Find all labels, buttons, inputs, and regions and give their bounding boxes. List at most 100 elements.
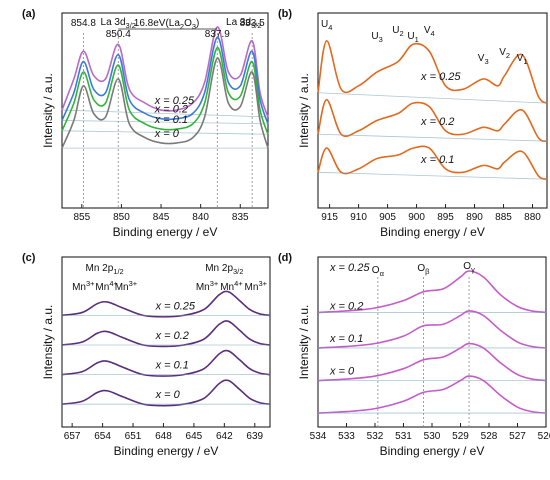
oxygen-species-label: Oα — [372, 265, 385, 278]
x-tick-label: 845 — [153, 212, 170, 223]
label-part: 3+ — [210, 279, 219, 288]
peak-label: 850.4 — [106, 29, 131, 40]
x-tick-label: 840 — [192, 212, 209, 223]
plot-frame — [317, 12, 548, 209]
series-line — [317, 375, 547, 414]
core-level-label: La 3d5/2 — [226, 17, 261, 30]
label-part: 3 — [192, 22, 196, 31]
x-tick-label: 850 — [113, 212, 130, 223]
x-tick-label: 529 — [452, 431, 469, 442]
component-label: U2 — [392, 25, 403, 38]
orbital-label: Mn 2p1/2 — [85, 263, 123, 276]
x-tick-label: 835 — [232, 212, 249, 223]
x-axis-label: Binding energy / eV — [113, 225, 218, 239]
panel-3: (c) 657 654 651 648 645 642 639 Binding energy /… — [22, 252, 271, 458]
series-line — [317, 270, 547, 314]
label-part: 2 — [506, 51, 510, 60]
label-part: Mn — [245, 282, 259, 293]
label-part: O — [184, 18, 192, 29]
label-part: V — [517, 53, 524, 64]
x-tick-label: 895 — [437, 212, 454, 223]
label-part: 2 — [400, 29, 404, 38]
label-part: Mn 2p — [205, 263, 233, 274]
series-label: x = 0.2 — [329, 300, 363, 312]
component-label: V4 — [424, 25, 435, 38]
x-tick-label: 651 — [125, 431, 142, 442]
label-part: Mn — [95, 282, 109, 293]
label-part: Mn — [196, 282, 210, 293]
label-part: α — [380, 269, 385, 278]
x-tick-label: 885 — [495, 212, 512, 223]
series-label: x = 0.1 — [155, 360, 189, 372]
series-label: x = 0.1 — [329, 333, 363, 345]
label-part: 3 — [484, 57, 488, 66]
orbital-label: Mn 2p3/2 — [205, 263, 243, 276]
x-tick-label: 534 — [310, 431, 327, 442]
x-axis-label: Binding energy / eV — [380, 444, 485, 458]
x-tick-label: 533 — [338, 431, 355, 442]
peak-label: 854.8 — [71, 18, 96, 29]
label-part: O — [463, 261, 471, 272]
label-part: 3+ — [129, 279, 138, 288]
label-part: V — [424, 25, 431, 36]
x-axis-label: Binding energy / eV — [380, 225, 485, 239]
x-tick-label: 910 — [350, 212, 367, 223]
x-tick-label: 530 — [424, 431, 441, 442]
series-label: x = 0 — [154, 128, 180, 140]
panel-label: (c) — [22, 252, 36, 264]
series-line — [61, 46, 269, 135]
label-part: 4+ — [109, 279, 118, 288]
y-axis-label: Intensity / a.u. — [297, 305, 311, 380]
series-label: x = 0.25 — [329, 262, 370, 274]
x-tick-label: 654 — [94, 431, 111, 442]
label-part: O — [372, 265, 380, 276]
component-label: V2 — [499, 47, 510, 60]
x-tick-label: 648 — [155, 431, 172, 442]
oxidation-state-label: Mn3+ — [72, 279, 95, 293]
label-part: Mn — [115, 282, 129, 293]
label-part: 3/2 — [233, 267, 243, 276]
x-tick-label: 528 — [481, 431, 498, 442]
x-tick-label: 900 — [408, 212, 425, 223]
label-part: Mn — [72, 282, 86, 293]
panel-label: (d) — [278, 252, 292, 264]
x-tick-label: 915 — [321, 212, 338, 223]
x-tick-label: 642 — [216, 431, 233, 442]
x-tick-label: 645 — [186, 431, 203, 442]
splitting-label: 16.8eV(La2O3) — [134, 18, 200, 31]
panel-label: (a) — [22, 8, 36, 20]
label-part: U — [371, 31, 378, 42]
series-label: x = 0.25 — [420, 71, 461, 83]
y-axis-label: Intensity / a.u. — [41, 305, 55, 380]
series-line — [61, 36, 269, 125]
oxygen-species-label: Oβ — [417, 263, 430, 276]
label-part: V — [499, 47, 506, 58]
series-label: x = 0.1 — [420, 154, 454, 166]
peak-label: 833.5 — [240, 18, 265, 29]
oxidation-state-label: Mn3+ — [115, 279, 138, 293]
oxidation-state-label: Mn4+ — [95, 279, 118, 293]
series-label: x = 0.1 — [154, 114, 188, 126]
label-part: 1 — [415, 35, 419, 44]
x-tick-label: 890 — [466, 212, 483, 223]
series-line — [317, 342, 547, 382]
label-part: U — [321, 19, 328, 30]
component-label: U1 — [407, 31, 418, 44]
label-part: 3+ — [258, 279, 267, 288]
y-axis-label: Intensity / a.u. — [297, 73, 311, 148]
plot-frame — [61, 12, 269, 209]
background-line — [317, 133, 548, 142]
label-part: 4+ — [234, 279, 243, 288]
label-part: 3+ — [86, 279, 95, 288]
core-level-label: La 3d3/2 — [101, 17, 136, 30]
component-label: V3 — [478, 53, 489, 66]
series-line — [61, 57, 269, 149]
background-line — [61, 130, 269, 135]
y-axis-label: Intensity / a.u. — [41, 73, 55, 148]
component-label: U4 — [321, 19, 332, 32]
panel-2: (b) 915 910 905 900 895 890 885 880 Binding energ… — [278, 8, 548, 239]
label-part: β — [425, 267, 430, 276]
background-line — [61, 109, 269, 118]
peak-label: 837.9 — [205, 29, 230, 40]
